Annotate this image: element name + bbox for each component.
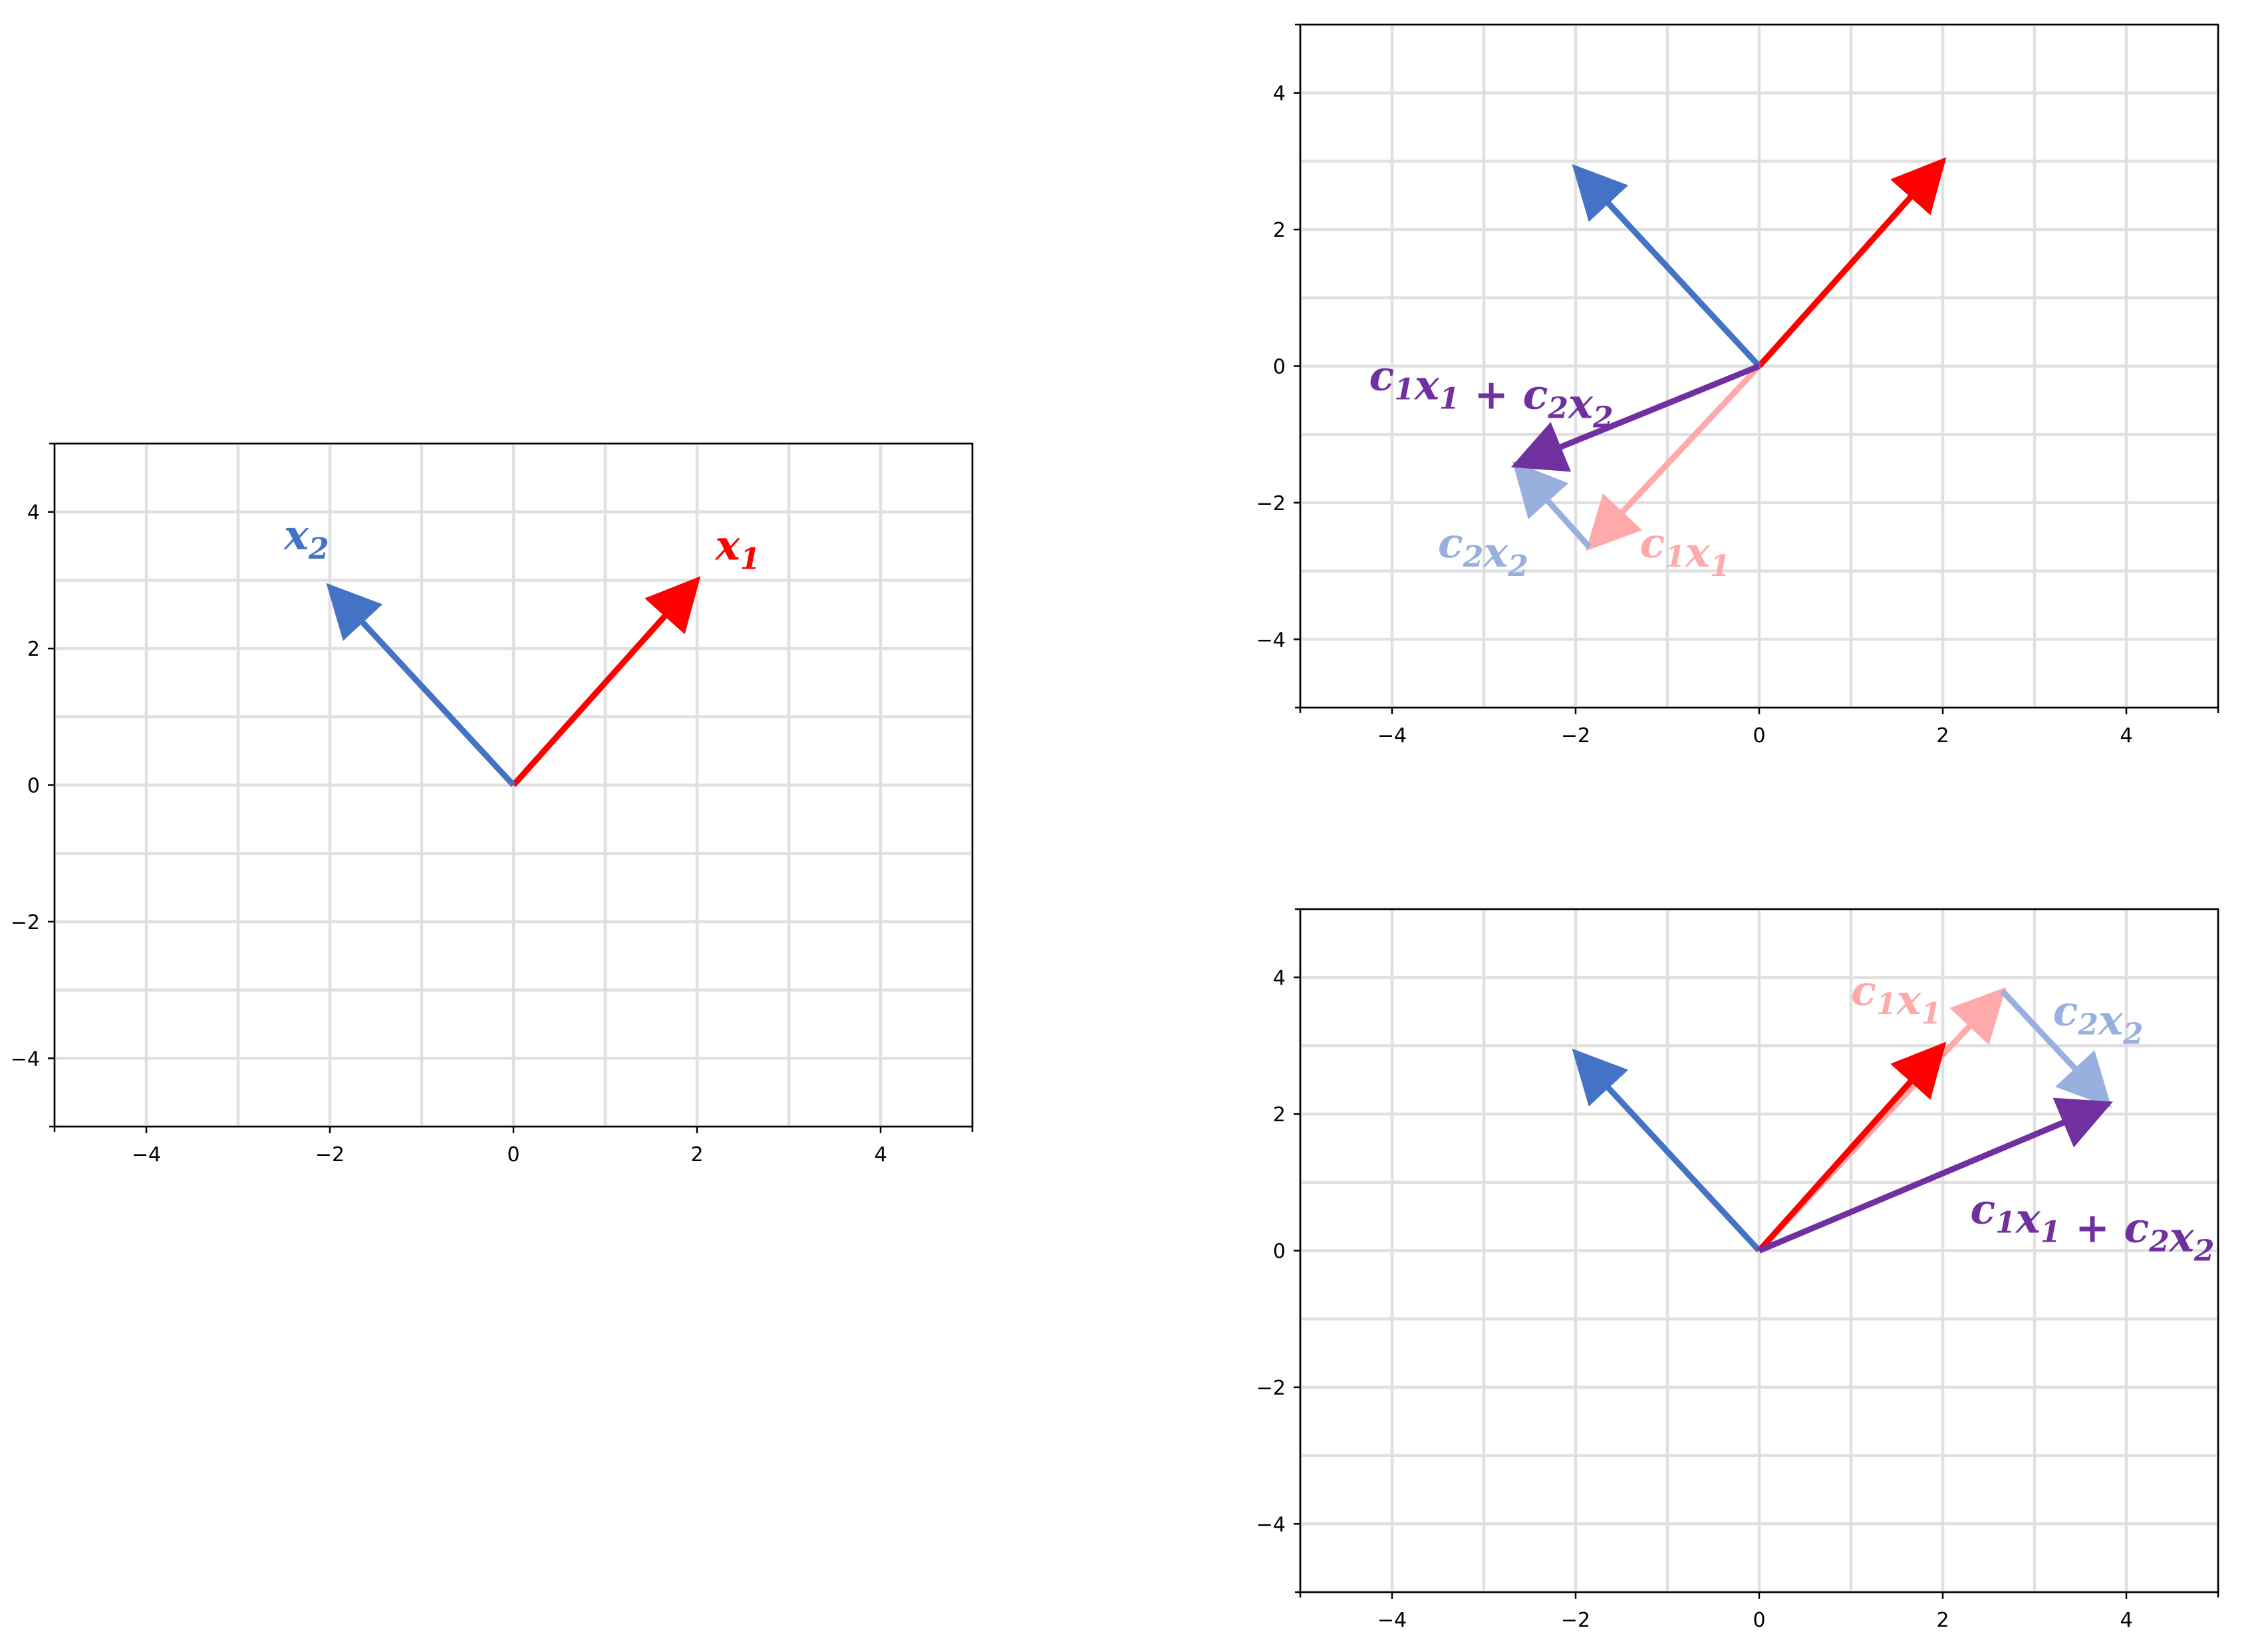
vector-c1x1-arrow: [1586, 364, 1762, 551]
x-tick-label: −2: [315, 1143, 345, 1166]
x-tick-label: 0: [507, 1143, 519, 1166]
x-tick-label: −4: [132, 1143, 161, 1166]
panel-combination-positive: −4 −2 0 2 4 −4 −2 0 2 4 c1x1 c2x2 c1x1 + c2x2: [1256, 907, 2220, 1632]
vector-label: c1x1 + c2x2: [1369, 351, 1614, 434]
vector-x2-arrow: [1572, 1048, 1762, 1253]
x-tick-label: 2: [1936, 724, 1949, 748]
x-tick-label: −4: [1377, 1609, 1407, 1632]
vector-x2-arrow: [1572, 164, 1762, 368]
y-tick-label: −4: [11, 1047, 40, 1071]
x-tick-label: −2: [1561, 1609, 1590, 1632]
y-tick-label: −2: [1256, 1377, 1286, 1400]
vector-c1x1-plus-c2x2-arrow: [1758, 1097, 2113, 1254]
y-tick-label: −4: [1256, 1513, 1286, 1536]
vector-c2x2-arrow: [2000, 989, 2112, 1108]
vector-label: c1x1 + c2x2: [1970, 1184, 2214, 1268]
y-tick-label: 2: [1273, 219, 1286, 242]
y-tick-label: 2: [27, 638, 40, 661]
vector-x1-arrow: [1757, 1041, 1947, 1253]
y-tick-label: 0: [1273, 1240, 1286, 1264]
y-tick-label: 4: [27, 501, 40, 525]
x-tick-label: 4: [874, 1143, 887, 1166]
x-tick-label: 2: [1936, 1609, 1949, 1632]
y-tick-label: 4: [1273, 967, 1286, 990]
x-tick-label: 4: [2120, 724, 2132, 748]
y-tick-label: −2: [11, 911, 40, 934]
vector-label: c1x1: [1640, 519, 1731, 583]
y-tick-label: −2: [1256, 492, 1286, 515]
x-tick-label: −4: [1377, 724, 1407, 748]
vector-label: c2x2: [1438, 519, 1528, 583]
vector-label: x2: [283, 511, 329, 566]
vector-x1-arrow: [511, 576, 701, 787]
vector-x2-arrow: [326, 583, 516, 787]
vector-label: c2x2: [2053, 987, 2144, 1051]
y-tick-label: −4: [1256, 628, 1286, 652]
vector-label: c1x1: [1851, 966, 1941, 1031]
x-tick-label: 0: [1753, 724, 1765, 748]
y-tick-label: 2: [1273, 1103, 1286, 1127]
vector-label: x1: [714, 521, 761, 577]
x-tick-label: 0: [1753, 1609, 1765, 1632]
y-tick-label: 0: [1273, 356, 1286, 379]
y-tick-label: 0: [27, 775, 40, 798]
x-tick-label: 2: [690, 1143, 703, 1166]
vector-c2x2-arrow: [1512, 461, 1592, 549]
x-tick-label: −2: [1561, 724, 1590, 748]
panel-basis-vectors: −4 −2 0 2 4 −4 −2 0 2 4 x1 x2: [11, 442, 974, 1166]
y-tick-label: 4: [1273, 82, 1286, 106]
x-tick-label: 4: [2120, 1609, 2132, 1632]
panel-combination-negative: −4 −2 0 2 4 −4 −2 0 2 4 c1x1 + c2x2 c2x2 c1x1: [1256, 23, 2220, 748]
vector-c1x1-plus-c2x2-arrow: [1510, 363, 1761, 472]
vector-x1-arrow: [1757, 157, 1947, 368]
